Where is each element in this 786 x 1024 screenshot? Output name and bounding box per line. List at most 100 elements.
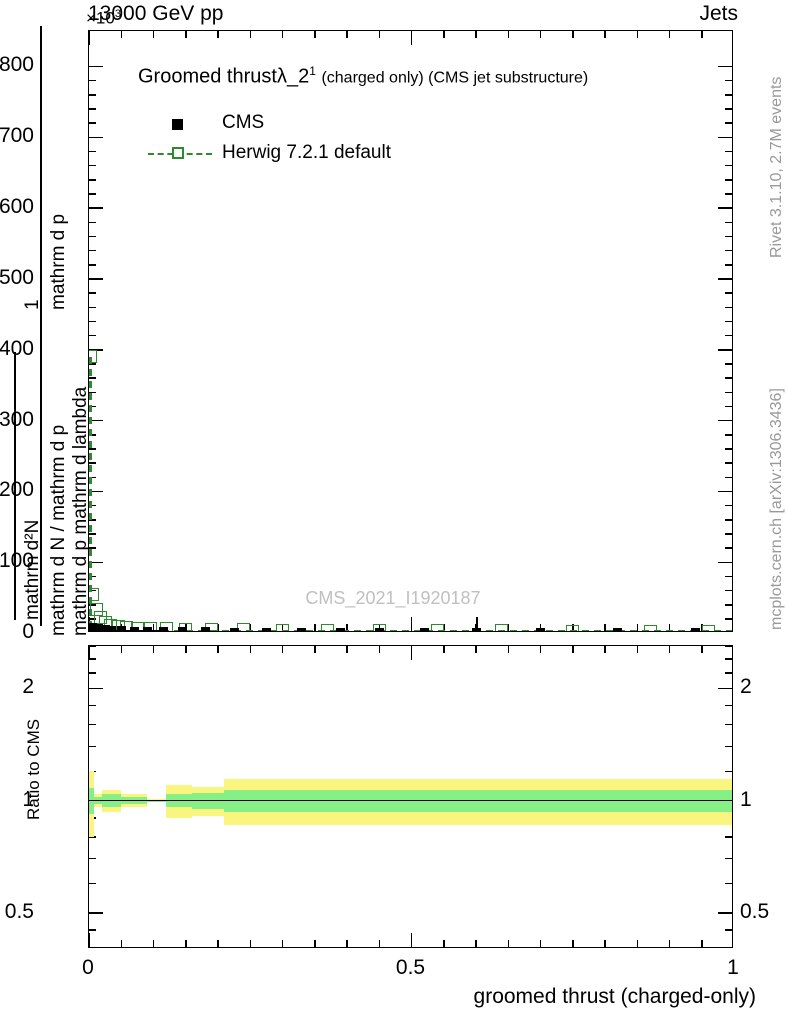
y-tick bbox=[89, 320, 96, 323]
ratio-y-tick bbox=[89, 723, 96, 726]
legend-entry-herwig[interactable]: Herwig 7.2.1 default bbox=[142, 138, 391, 168]
herwig-data-marker bbox=[205, 622, 219, 631]
cms-data-marker bbox=[158, 627, 168, 631]
x-tick bbox=[604, 624, 606, 631]
ratio-y-tick bbox=[89, 672, 96, 674]
y-tick-right bbox=[725, 164, 732, 167]
ratio-y-tick bbox=[89, 646, 96, 647]
y-tick-right bbox=[718, 419, 732, 422]
ratio-y-tick-right bbox=[725, 723, 732, 726]
y-tick-right bbox=[725, 334, 732, 337]
herwig-dashed-segment bbox=[89, 572, 92, 580]
herwig-dashed-segment bbox=[89, 464, 92, 472]
ratio-y-tick bbox=[89, 687, 103, 690]
x-tick-top bbox=[281, 31, 284, 38]
y-tick-right bbox=[725, 533, 732, 535]
herwig-dashed-segment bbox=[437, 629, 445, 631]
x-tick-top bbox=[314, 31, 316, 38]
ratio-y-minor bbox=[89, 687, 95, 690]
herwig-dashed-segment bbox=[89, 428, 92, 436]
cms-data-marker bbox=[229, 627, 239, 631]
legend-entry-cms[interactable]: CMS bbox=[142, 108, 391, 138]
y-tick-label: 200 bbox=[0, 478, 34, 502]
mcplots-reference-annotation: mcplots.cern.ch [arXiv:1306.3436] bbox=[768, 388, 785, 630]
y-tick-right bbox=[725, 547, 732, 549]
y-tick-right bbox=[725, 589, 732, 592]
plot-title: Groomed thrustλ_21 (charged only) (CMS j… bbox=[138, 64, 588, 89]
herwig-dashed-segment bbox=[725, 629, 732, 631]
herwig-data-marker bbox=[495, 624, 509, 631]
ratio-x-tick-top bbox=[346, 646, 348, 653]
ratio-x-tick-top bbox=[378, 646, 381, 653]
y-tick-right bbox=[725, 575, 732, 578]
ratio-x-tick-top bbox=[185, 646, 187, 653]
ratio-y-tick-right bbox=[725, 745, 732, 748]
ratio-y-minor-r bbox=[726, 836, 732, 838]
herwig-dashed-segment bbox=[545, 629, 553, 631]
ratio-y-minor bbox=[89, 857, 95, 860]
legend-marker-open-square-dashed-icon bbox=[142, 143, 216, 163]
ratio-x-tick bbox=[507, 940, 510, 947]
ratio-x-tick bbox=[410, 933, 413, 947]
ratio-y-minor bbox=[89, 912, 95, 914]
y-tick bbox=[89, 618, 96, 620]
ratio-y-tick-label-right: 0.5 bbox=[740, 899, 770, 923]
x-tick-top bbox=[378, 31, 381, 38]
y-tick bbox=[89, 391, 96, 394]
y-tick-right bbox=[725, 79, 732, 82]
legend: CMS Herwig 7.2.1 default bbox=[142, 108, 391, 168]
ratio-y-tick-label: 2 bbox=[22, 675, 34, 699]
ratio-x-tick bbox=[539, 940, 542, 947]
y-tick bbox=[89, 419, 103, 422]
y-tick-right bbox=[725, 150, 732, 153]
herwig-dashed-segment bbox=[581, 629, 589, 631]
ratio-x-tick bbox=[152, 940, 155, 947]
herwig-dashed-segment bbox=[677, 629, 685, 631]
herwig-dashed-segment bbox=[89, 404, 92, 412]
ylabel-fraction-bar-left bbox=[14, 352, 16, 620]
herwig-dashed-segment bbox=[269, 629, 277, 631]
ratio-x-tick-top bbox=[314, 646, 316, 653]
x-tick-top bbox=[701, 31, 703, 38]
y-tick-right bbox=[725, 377, 732, 379]
herwig-dashed-segment bbox=[89, 524, 92, 532]
x-tick-top bbox=[120, 31, 123, 38]
y-tick bbox=[89, 235, 96, 238]
herwig-data-marker bbox=[179, 622, 193, 631]
ylabel-fraction-left: mathrm d N / mathrm d p bbox=[48, 425, 70, 636]
x-tick bbox=[572, 624, 574, 631]
y-tick-label: 500 bbox=[0, 265, 34, 289]
ratio-x-tick bbox=[346, 940, 348, 947]
x-tick bbox=[152, 624, 155, 631]
ylabel-one: 1 bbox=[22, 299, 43, 310]
y-tick bbox=[89, 476, 96, 479]
ratio-y-tick-right bbox=[725, 770, 732, 773]
ratio-y-minor-r bbox=[726, 882, 732, 885]
y-tick bbox=[89, 604, 96, 606]
x-axis-title: groomed thrust (charged-only) bbox=[473, 985, 756, 1008]
ratio-x-tick bbox=[120, 940, 123, 947]
ratio-x-tick bbox=[378, 940, 381, 947]
y-tick bbox=[89, 65, 103, 68]
y-tick bbox=[89, 575, 96, 578]
y-tick-right bbox=[725, 405, 732, 408]
y-tick-label: 600 bbox=[0, 195, 34, 219]
herwig-data-marker bbox=[276, 623, 289, 631]
x-tick-top bbox=[89, 31, 90, 45]
herwig-dashed-segment bbox=[425, 629, 433, 631]
herwig-data-marker bbox=[237, 623, 251, 631]
x-tick-top bbox=[668, 31, 671, 38]
herwig-dashed-segment bbox=[89, 380, 92, 388]
y-tick-label: 0 bbox=[22, 620, 34, 643]
ratio-y-minor bbox=[89, 836, 95, 838]
herwig-data-marker bbox=[94, 610, 108, 624]
herwig-data-marker bbox=[159, 622, 173, 631]
herwig-dashed-segment bbox=[509, 629, 517, 631]
y-tick bbox=[89, 504, 96, 507]
herwig-dashed-segment bbox=[557, 629, 565, 631]
ratio-x-tick bbox=[701, 940, 703, 947]
herwig-dashed-segment bbox=[257, 629, 265, 631]
exponent-power: 3 bbox=[114, 8, 121, 20]
ratio-y-tick-right bbox=[725, 704, 732, 707]
x-tick bbox=[668, 624, 671, 631]
